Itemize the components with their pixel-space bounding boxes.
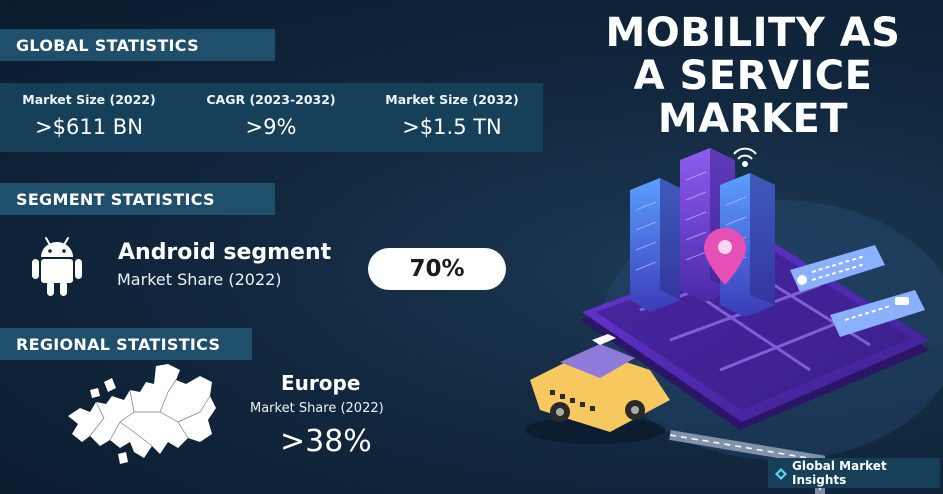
regional-statistics-heading: REGIONAL STATISTICS: [0, 328, 252, 360]
stat-value: >9%: [245, 115, 297, 139]
stat-label: CAGR (2023-2032): [206, 92, 336, 107]
europe-map-icon: [60, 362, 220, 467]
taxi-icon: [525, 334, 670, 444]
stat-value: >$611 BN: [35, 115, 143, 139]
global-statistics-heading: GLOBAL STATISTICS: [0, 29, 275, 61]
stat-label: Market Size (2032): [385, 92, 519, 107]
stat-value: >$1.5 TN: [402, 115, 502, 139]
wifi-icon: [733, 147, 757, 167]
stat-cagr: CAGR (2023-2032) >9%: [196, 92, 346, 139]
region-sublabel: Market Share (2022): [250, 401, 384, 416]
taxi-chat-bubble-icon: [830, 290, 925, 337]
stat-market-size-2022: Market Size (2022) >$611 BN: [14, 92, 164, 139]
gmi-logo-icon: [774, 466, 788, 480]
city-buildings: [630, 147, 775, 317]
brand-name: Global Market Insights: [792, 459, 887, 487]
page-title: MOBILITY AS A SERVICE MARKET: [605, 10, 901, 142]
region-value: >38%: [280, 424, 372, 459]
chat-bubble-icon: [790, 245, 885, 292]
segment-sublabel: Market Share (2022): [117, 270, 282, 289]
stat-market-size-2032: Market Size (2032) >$1.5 TN: [377, 92, 527, 139]
brand-logo: Global Market Insights: [768, 458, 940, 488]
region-name: Europe: [281, 371, 361, 395]
segment-name: Android segment: [118, 240, 332, 265]
smart-city-illustration: [520, 140, 943, 494]
android-icon: [30, 236, 84, 298]
global-statistics-panel: Market Size (2022) >$611 BN CAGR (2023-2…: [0, 83, 543, 152]
map-pin-icon: [704, 228, 746, 285]
segment-value-pill: 70%: [368, 248, 506, 290]
segment-statistics-heading: SEGMENT STATISTICS: [0, 183, 275, 215]
stat-label: Market Size (2022): [22, 92, 156, 107]
